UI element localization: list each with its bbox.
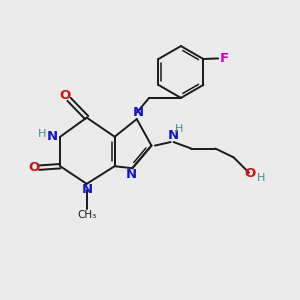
Text: O: O: [60, 89, 71, 102]
Text: N: N: [133, 106, 144, 119]
Text: N: N: [46, 130, 58, 143]
Text: F: F: [219, 52, 229, 65]
Text: N: N: [168, 129, 179, 142]
Text: N: N: [126, 168, 137, 181]
Text: O: O: [245, 167, 256, 180]
Text: H: H: [38, 129, 47, 140]
Text: O: O: [29, 161, 40, 174]
Text: CH₃: CH₃: [77, 210, 96, 220]
Text: H: H: [175, 124, 183, 134]
Text: N: N: [82, 183, 93, 196]
Text: H: H: [256, 173, 265, 183]
